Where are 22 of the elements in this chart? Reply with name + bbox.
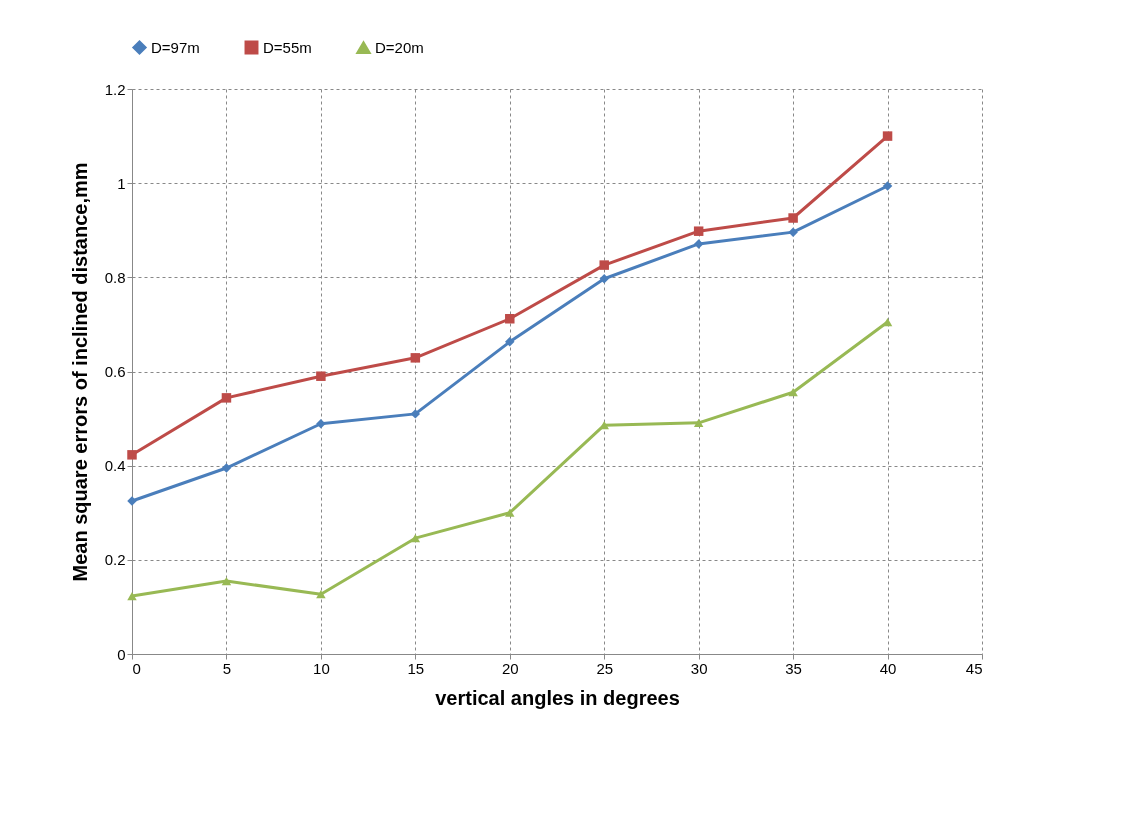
x-tick-label: 20 xyxy=(501,659,519,677)
y-tick-label: 0.4 xyxy=(104,457,126,475)
x-tick-label: 10 xyxy=(313,659,330,677)
y-tick-label: 0.8 xyxy=(104,268,126,286)
y-axis-title: Mean square errors of inclined distance,mm xyxy=(68,162,91,582)
x-tick-label: 40 xyxy=(879,659,897,677)
x-tick-label: 35 xyxy=(785,659,802,677)
legend-label: D=20m xyxy=(375,38,424,56)
y-tick-label: 0.2 xyxy=(104,551,126,569)
x-tick-label: 15 xyxy=(407,659,425,677)
y-tick-label: 0 xyxy=(117,645,126,663)
x-tick-label: 25 xyxy=(596,659,614,677)
y-tick-label: 1 xyxy=(117,174,126,192)
x-tick-label: 30 xyxy=(690,659,708,677)
y-tick-label: 0.6 xyxy=(104,363,126,380)
x-tick-label: 5 xyxy=(222,659,232,677)
legend-label: D=55m xyxy=(263,38,312,56)
legend-label: D=97m xyxy=(151,38,200,56)
x-tick-label: 45 xyxy=(965,659,983,677)
x-axis-title: vertical angles in degrees xyxy=(435,686,680,709)
y-tick-label: 1.2 xyxy=(104,80,126,98)
x-tick-label: 0 xyxy=(132,659,141,677)
